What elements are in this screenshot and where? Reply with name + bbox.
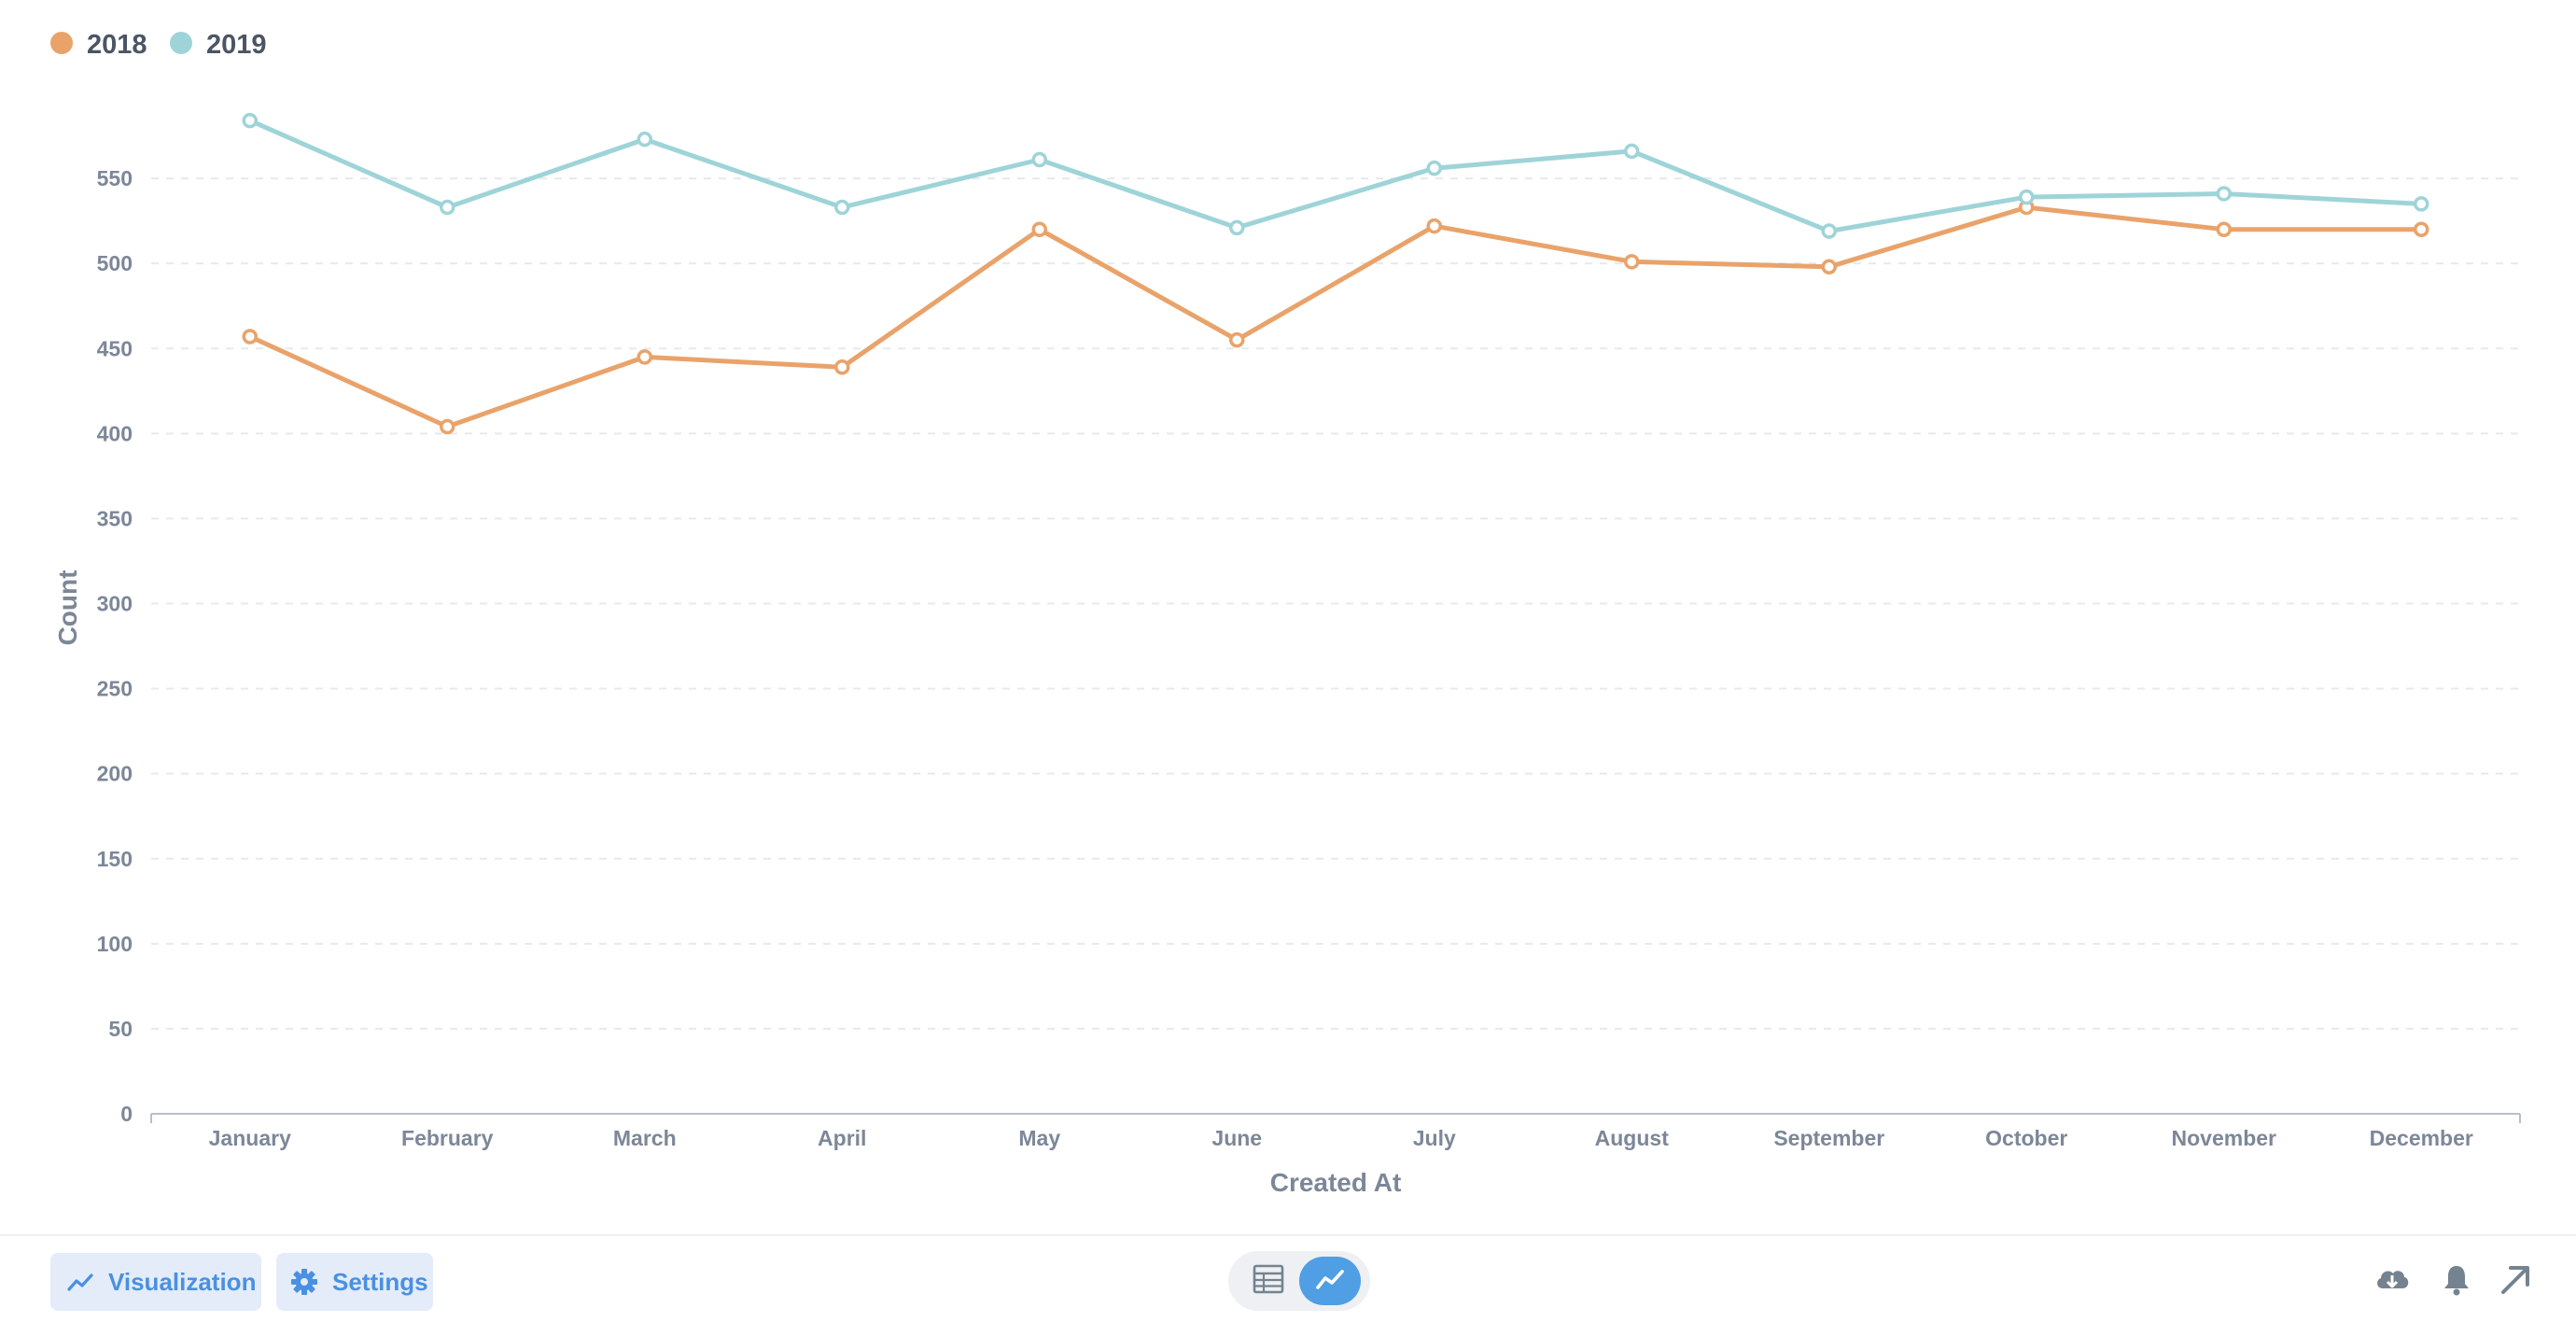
cloud-download-icon[interactable]: [2373, 1260, 2412, 1300]
x-tick-label: May: [1018, 1126, 1060, 1150]
chart-view-toggle[interactable]: [1299, 1257, 1361, 1305]
settings-button-label: Settings: [332, 1267, 428, 1296]
bell-icon[interactable]: [2437, 1260, 2476, 1300]
line-chart: 2018 2019 0 50 100 150 200 250 300 350 400 450 500 5…: [50, 30, 2521, 1197]
chart-area: 2018 2019 0 50 100 150 200 250 300 350 400 450 500 5…: [50, 30, 2521, 1197]
x-tick-label: November: [2172, 1126, 2277, 1150]
x-tick-label: October: [1985, 1126, 2067, 1150]
y-tick-label: 350: [97, 506, 133, 530]
y-axis-ticks: 0 50 100 150 200 250 300 350 400 450 500 550: [97, 166, 133, 1126]
visualization-button[interactable]: Visualization: [50, 1253, 261, 1311]
table-view-toggle[interactable]: [1241, 1259, 1295, 1303]
x-tick-label: June: [1211, 1126, 1262, 1150]
data-point-2018[interactable]: [1229, 331, 1245, 348]
data-point-2019[interactable]: [1229, 219, 1245, 236]
x-axis-title: Created At: [1270, 1168, 1402, 1197]
data-point-2019[interactable]: [2216, 186, 2232, 202]
y-tick-label: 150: [97, 847, 133, 871]
data-point-2019[interactable]: [834, 199, 850, 216]
line-chart-icon: [1314, 1265, 1346, 1298]
data-point-2019[interactable]: [637, 131, 652, 148]
x-tick-label: April: [818, 1126, 866, 1150]
y-tick-label: 50: [108, 1017, 133, 1041]
x-tick-label: December: [2370, 1126, 2473, 1150]
settings-button[interactable]: Settings: [276, 1253, 433, 1311]
y-tick-label: 200: [97, 762, 133, 786]
x-tick-label: July: [1413, 1126, 1456, 1150]
gear-icon: [289, 1267, 319, 1297]
legend: 2018 2019: [50, 30, 267, 60]
y-tick-label: 0: [120, 1102, 133, 1126]
x-tick-label: August: [1595, 1126, 1670, 1150]
arrow-up-right-icon[interactable]: [2496, 1260, 2535, 1300]
data-point-2018[interactable]: [834, 359, 850, 375]
data-point-2018[interactable]: [2414, 221, 2429, 237]
y-tick-label: 450: [97, 336, 133, 360]
y-axis-title: Count: [53, 570, 82, 646]
x-tick-label: January: [209, 1126, 291, 1150]
data-point-2019[interactable]: [1031, 151, 1047, 168]
data-point-2018[interactable]: [637, 349, 652, 365]
y-tick-label: 100: [97, 932, 133, 956]
visualization-button-label: Visualization: [108, 1267, 257, 1296]
grid-lines: [151, 177, 2520, 1030]
legend-swatch-2018: [50, 32, 73, 54]
view-toggle: [1228, 1251, 1370, 1311]
legend-swatch-2019: [170, 32, 192, 54]
data-point-2019[interactable]: [1624, 143, 1640, 160]
series-points: [242, 112, 2429, 435]
data-point-2019[interactable]: [1426, 160, 1442, 176]
y-tick-label: 550: [97, 166, 133, 190]
x-tick-label: March: [613, 1126, 677, 1150]
data-point-2018[interactable]: [1426, 218, 1442, 234]
line-chart-icon: [65, 1267, 95, 1297]
series-lines: [247, 118, 2424, 429]
data-point-2018[interactable]: [1821, 259, 1837, 275]
table-icon: [1253, 1264, 1284, 1299]
data-point-2018[interactable]: [440, 418, 455, 435]
data-point-2018[interactable]: [242, 329, 258, 345]
data-point-2019[interactable]: [1821, 223, 1837, 239]
y-tick-label: 400: [97, 421, 133, 445]
footer-bar: Visualization Settings: [0, 1234, 2576, 1322]
data-point-2019[interactable]: [2414, 196, 2429, 212]
legend-label-2019[interactable]: 2019: [206, 30, 267, 60]
data-point-2019[interactable]: [242, 112, 258, 129]
x-tick-label: February: [401, 1126, 494, 1150]
series-line-2018[interactable]: [247, 204, 2424, 429]
y-tick-label: 250: [97, 677, 133, 701]
x-tick-label: September: [1773, 1126, 1884, 1150]
data-point-2019[interactable]: [440, 199, 455, 216]
data-point-2018[interactable]: [1031, 221, 1047, 237]
legend-label-2018[interactable]: 2018: [87, 30, 147, 60]
y-tick-label: 300: [97, 592, 133, 616]
data-point-2018[interactable]: [2216, 221, 2232, 237]
series-line-2019[interactable]: [247, 118, 2424, 234]
data-point-2019[interactable]: [2019, 189, 2035, 205]
x-axis: January February March April May June July Augu…: [150, 1113, 2521, 1150]
data-point-2018[interactable]: [1624, 254, 1640, 270]
y-tick-label: 500: [97, 251, 133, 275]
